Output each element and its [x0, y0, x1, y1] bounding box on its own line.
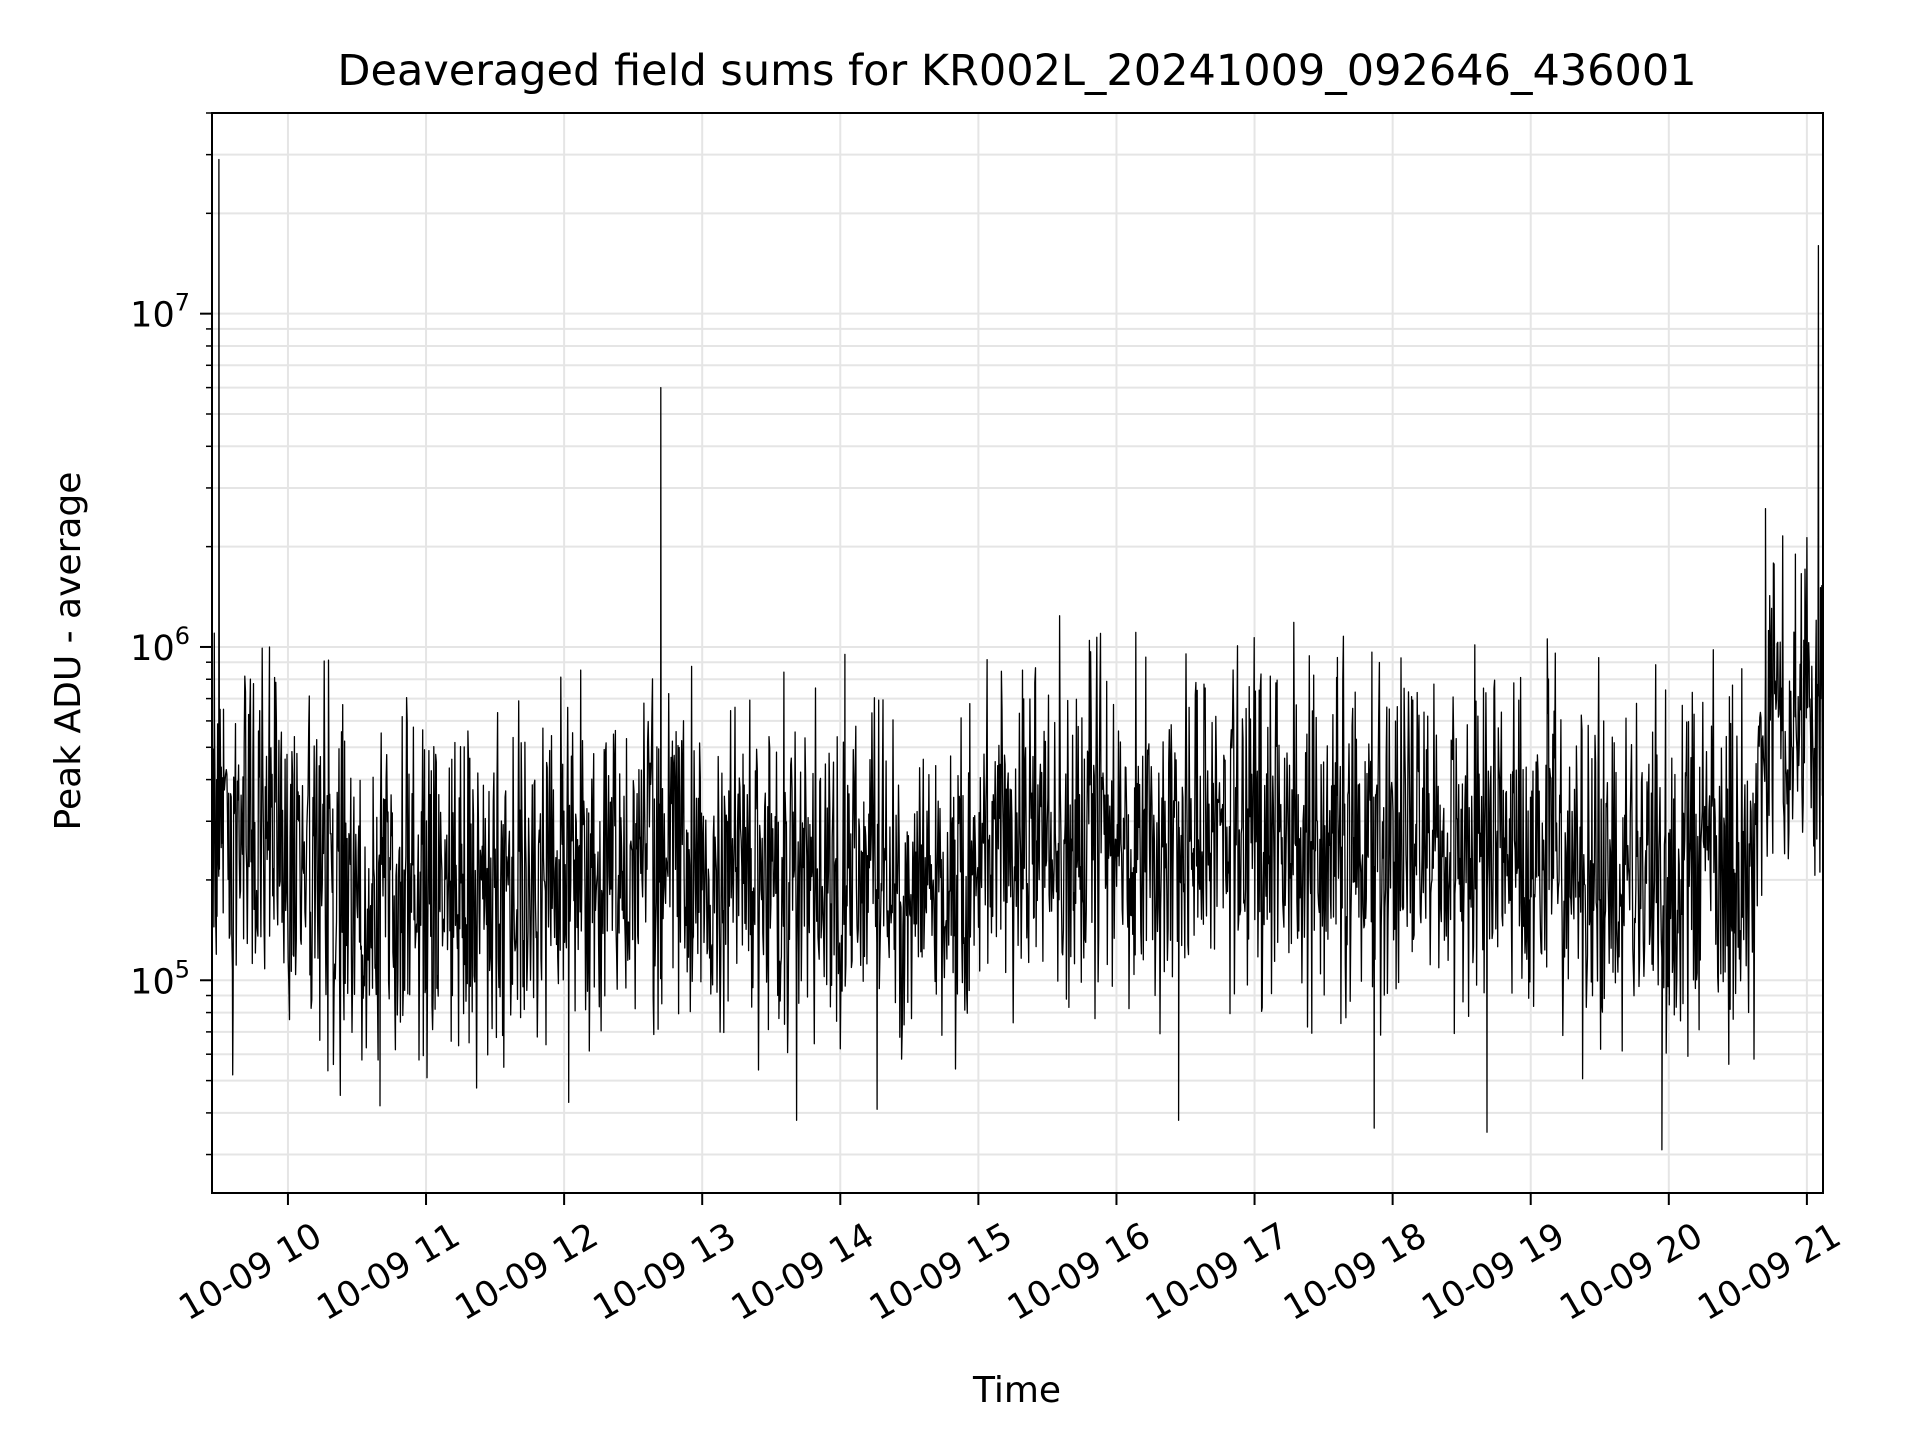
- y-tick-label-base: 10: [130, 296, 175, 336]
- y-tick-label-exponent: 7: [175, 289, 190, 317]
- y-tick-label-base: 10: [130, 629, 175, 669]
- y-tick-label: 107: [130, 289, 190, 336]
- x-axis-label: Time: [972, 1370, 1061, 1411]
- y-axis-label: Peak ADU - average: [48, 472, 89, 831]
- y-tick-label-exponent: 6: [175, 622, 190, 650]
- axes-frame: [211, 112, 1824, 1194]
- y-tick-label-base: 10: [130, 962, 175, 1002]
- y-tick-label: 105: [130, 955, 190, 1002]
- y-tick-label-exponent: 5: [175, 955, 190, 983]
- data-series-line: [211, 158, 1824, 1151]
- chart-title: Deaveraged field sums for KR002L_2024100…: [337, 46, 1696, 96]
- y-tick-label: 106: [130, 622, 190, 669]
